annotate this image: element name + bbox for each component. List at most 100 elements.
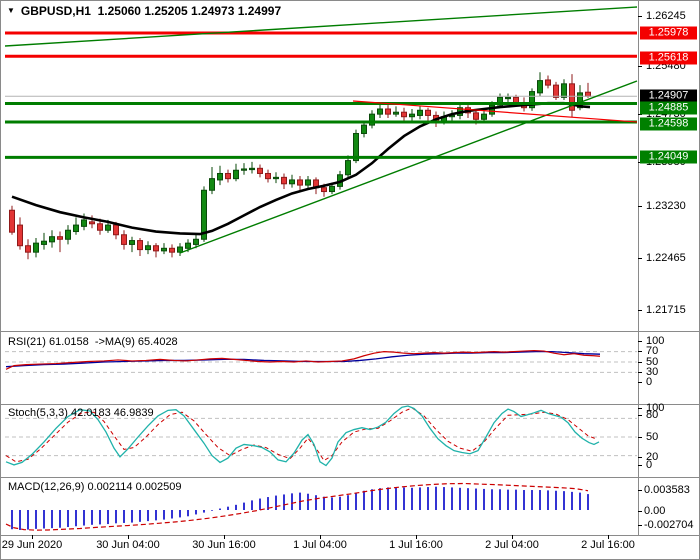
candle-body <box>89 221 95 225</box>
macd-scale-label: -0.002704 <box>644 519 694 531</box>
candle-body <box>129 240 135 245</box>
candle-body <box>177 246 183 253</box>
candle-body <box>193 238 199 245</box>
time-label: 29 Jun 2020 <box>1 539 63 551</box>
price-badge: 1.24885 <box>640 101 697 115</box>
candle-body <box>185 242 191 249</box>
candle-body <box>233 169 239 180</box>
candle-body <box>385 108 391 115</box>
candle-body <box>257 167 263 174</box>
candle-body <box>281 176 287 185</box>
candle-body <box>513 96 519 104</box>
time-label: 2 Jul 04:00 <box>485 539 539 551</box>
candle-body <box>393 111 399 115</box>
price-tick-label: 1.22465 <box>646 252 686 264</box>
candle-body <box>321 187 327 193</box>
candle-body <box>49 236 55 243</box>
candle-body <box>81 219 87 227</box>
price-badge: 1.24049 <box>640 150 697 164</box>
candle-body <box>153 245 159 252</box>
candle-body <box>289 179 295 185</box>
candle-body <box>25 245 31 253</box>
candle-body <box>249 167 255 171</box>
price-badge: 1.24907 <box>640 89 697 103</box>
rsi-scale-label: 0 <box>646 376 653 388</box>
ma-line <box>11 101 591 236</box>
candle-body <box>65 229 71 240</box>
trendline <box>5 6 638 47</box>
main-price-panel <box>5 6 638 260</box>
candle-body <box>417 109 423 116</box>
rsi-scale-label: 30 <box>646 366 659 378</box>
candle-body <box>345 160 351 176</box>
time-label: 1 Jul 16:00 <box>389 539 443 551</box>
candle-body <box>369 113 375 126</box>
chart-dropdown-icon[interactable]: ▼ <box>7 6 15 15</box>
candle-body <box>297 179 303 186</box>
candle-body <box>217 172 223 181</box>
rsi-scale-label: 100 <box>646 335 665 347</box>
macd-scale-label: 0.00 <box>644 505 666 517</box>
candle-body <box>305 179 311 186</box>
candle-body <box>41 240 47 245</box>
candle-body <box>569 83 575 111</box>
stoch-scale-label: 20 <box>646 451 659 463</box>
candle-body <box>17 224 23 247</box>
candle-body <box>9 209 15 233</box>
stochastic-panel <box>5 405 637 467</box>
candle-body <box>97 223 103 231</box>
stoch-label: Stoch(5,3,3) 42.0183 46.9839 <box>8 407 154 419</box>
candle-body <box>105 224 111 231</box>
price-tick-label: 1.21715 <box>646 304 686 316</box>
stoch-scale-label: 100 <box>646 402 665 414</box>
macd-label: MACD(12,26,9) 0.002114 0.002509 <box>8 481 182 493</box>
rsi-line <box>5 349 601 370</box>
candle-body <box>553 84 559 98</box>
price-badge: 1.25618 <box>640 51 697 65</box>
candle-body <box>361 124 367 134</box>
time-label: 30 Jun 16:00 <box>192 539 256 551</box>
candle-body <box>225 172 231 180</box>
candle-body <box>265 172 271 180</box>
candle-body <box>561 83 567 98</box>
candle-body <box>33 242 39 253</box>
candle-body <box>273 176 279 180</box>
candle-body <box>401 111 407 118</box>
candle-body <box>537 80 543 94</box>
trendline <box>179 80 638 254</box>
candle-body <box>169 247 175 253</box>
candle-body <box>57 236 63 240</box>
candle-body <box>353 132 359 162</box>
candle-body <box>585 91 591 97</box>
macd-panel <box>5 482 589 531</box>
candle-body <box>481 113 487 120</box>
price-tick-label: 1.26245 <box>646 10 686 22</box>
stoch-signal-line <box>5 407 597 463</box>
time-label: 30 Jun 04:00 <box>96 539 160 551</box>
candle-body <box>577 92 583 109</box>
time-label: 2 Jul 16:00 <box>581 539 635 551</box>
candle-body <box>241 168 247 171</box>
candle-body <box>209 178 215 191</box>
candle-body <box>377 108 383 115</box>
candle-body <box>529 91 535 109</box>
time-label: 1 Jul 04:00 <box>293 539 347 551</box>
macd-scale-label: 0.003583 <box>644 484 690 496</box>
candle-body <box>121 234 127 245</box>
candle-body <box>161 247 167 252</box>
candle-body <box>473 112 479 120</box>
rsi-scale-label: 70 <box>646 345 659 357</box>
chart-header: ▼ GBPUSD,H1 1.25060 1.25205 1.24973 1.249… <box>7 4 281 18</box>
candle-body <box>145 245 151 251</box>
macd-signal-line <box>5 482 589 531</box>
stoch-scale-label: 50 <box>646 431 659 443</box>
chart-title: GBPUSD,H1 1.25060 1.25205 1.24973 1.2499… <box>20 4 282 18</box>
trendline <box>352 100 638 123</box>
candle-body <box>329 185 335 193</box>
candle-body <box>505 96 511 100</box>
candle-body <box>113 224 119 236</box>
price-badge: 1.24598 <box>640 117 697 131</box>
candle-body <box>497 96 503 106</box>
